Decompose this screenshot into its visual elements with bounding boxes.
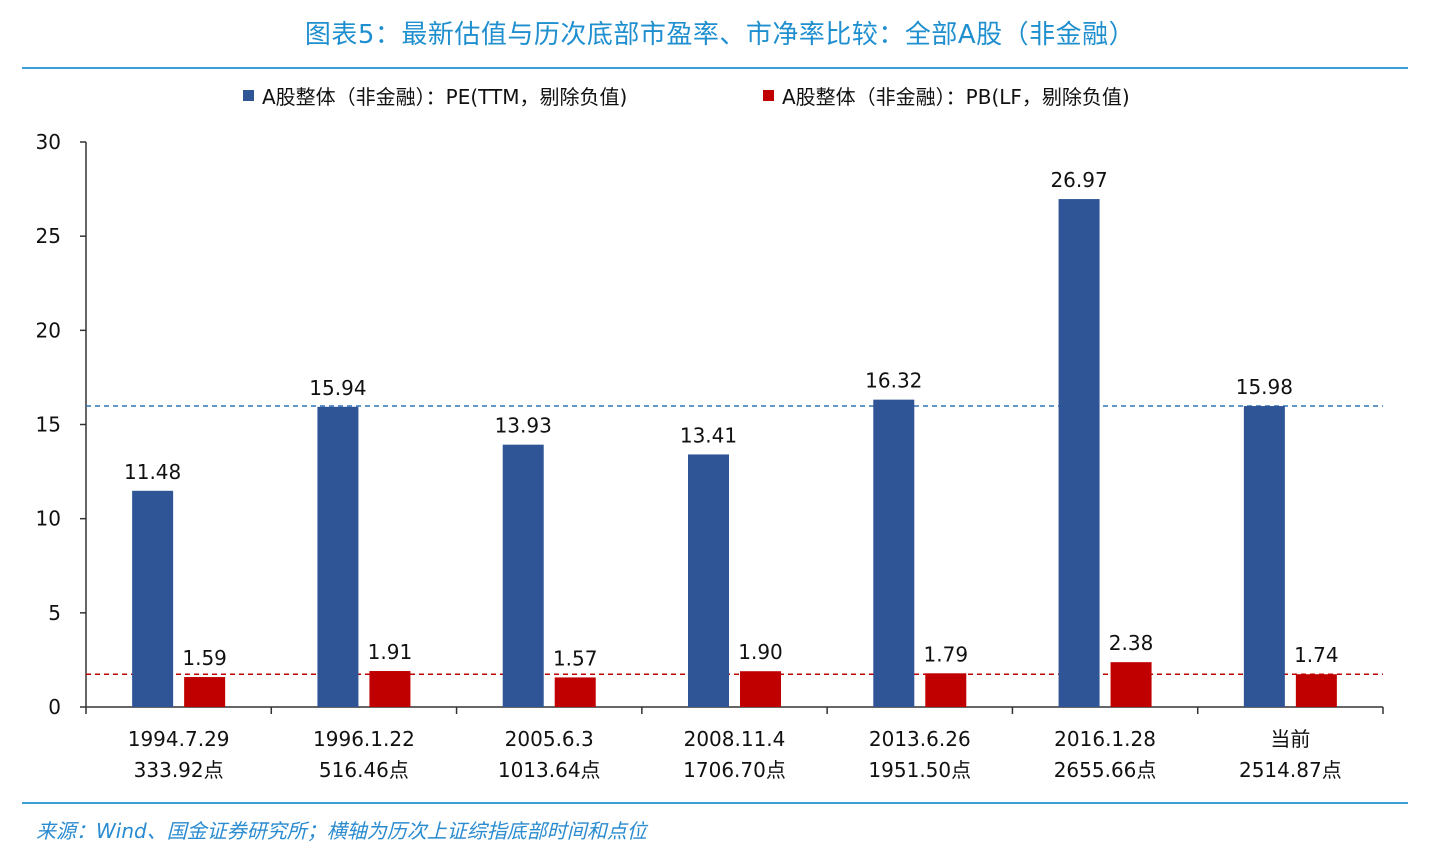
x-category-label: 1994.7.29: [128, 727, 230, 751]
y-tick-label: 15: [36, 413, 61, 437]
legend-swatch-pe: [243, 90, 254, 101]
pb-bar: [184, 677, 226, 707]
x-category-label: 2013.6.26: [869, 727, 971, 751]
chart-title: 图表5：最新估值与历次底部市盈率、市净率比较：全部A股（非金融）: [304, 20, 1136, 50]
x-category-sublabel: 2655.66点: [1054, 758, 1157, 782]
legend-label-pb: A股整体（非金融）：PB(LF，剔除负值): [782, 85, 1130, 109]
x-category-label: 2008.11.4: [684, 727, 786, 751]
pb-data-label: 1.91: [368, 640, 413, 664]
y-tick-label: 25: [36, 224, 61, 248]
x-category-sublabel: 1951.50点: [868, 758, 971, 782]
pe-bar: [1243, 406, 1285, 707]
pe-bar: [1058, 199, 1100, 707]
y-tick-label: 0: [48, 695, 61, 719]
x-category-sublabel: 1706.70点: [683, 758, 786, 782]
bar-chart: A股整体（非金融）：PE(TTM，剔除负值) A股整体（非金融）：PB(LF，剔除…: [36, 85, 1384, 782]
pe-data-label: 13.41: [680, 423, 737, 447]
y-tick-label: 30: [36, 130, 61, 154]
pb-data-label: 2.38: [1109, 631, 1154, 655]
pe-bar: [688, 454, 729, 707]
pb-bar: [1295, 674, 1337, 707]
x-category-sublabel: 2514.87点: [1239, 758, 1342, 782]
x-category-label: 2005.6.3: [505, 727, 594, 751]
pe-data-label: 26.97: [1050, 168, 1107, 192]
footer-divider: [22, 802, 1408, 804]
pe-bar: [502, 444, 544, 707]
pb-bar: [554, 677, 596, 707]
pe-data-label: 15.94: [309, 376, 366, 400]
pb-bar: [925, 673, 967, 707]
pb-bar: [369, 671, 411, 707]
pb-data-label: 1.79: [924, 642, 969, 666]
x-category-label: 1996.1.22: [313, 727, 415, 751]
legend-label-pe: A股整体（非金融）：PE(TTM，剔除负值): [262, 85, 627, 109]
y-tick-label: 5: [48, 601, 61, 625]
pe-data-label: 13.93: [495, 414, 552, 438]
pb-bar: [740, 671, 781, 707]
pb-data-label: 1.74: [1294, 643, 1339, 667]
x-category-sublabel: 516.46点: [319, 758, 409, 782]
pe-bar: [132, 490, 174, 707]
x-category-sublabel: 333.92点: [134, 758, 224, 782]
x-category-sublabel: 1013.64点: [498, 758, 601, 782]
pb-data-label: 1.59: [182, 646, 227, 670]
x-category-label: 当前: [1270, 727, 1310, 751]
pe-bar: [873, 399, 915, 707]
pb-data-label: 1.57: [553, 646, 598, 670]
legend-swatch-pb: [763, 90, 774, 101]
pb-data-label: 1.90: [738, 640, 783, 664]
pe-bar: [317, 406, 359, 707]
y-tick-label: 10: [36, 507, 61, 531]
pe-data-label: 16.32: [865, 369, 922, 393]
pe-data-label: 15.98: [1236, 375, 1293, 399]
pb-bar: [1110, 662, 1152, 707]
title-divider: [22, 67, 1408, 69]
pe-data-label: 11.48: [124, 460, 181, 484]
source-note: 来源：Wind、国金证券研究所；横轴为历次上证综指底部时间和点位: [36, 819, 647, 843]
y-tick-label: 20: [36, 318, 61, 342]
x-category-label: 2016.1.28: [1054, 727, 1156, 751]
